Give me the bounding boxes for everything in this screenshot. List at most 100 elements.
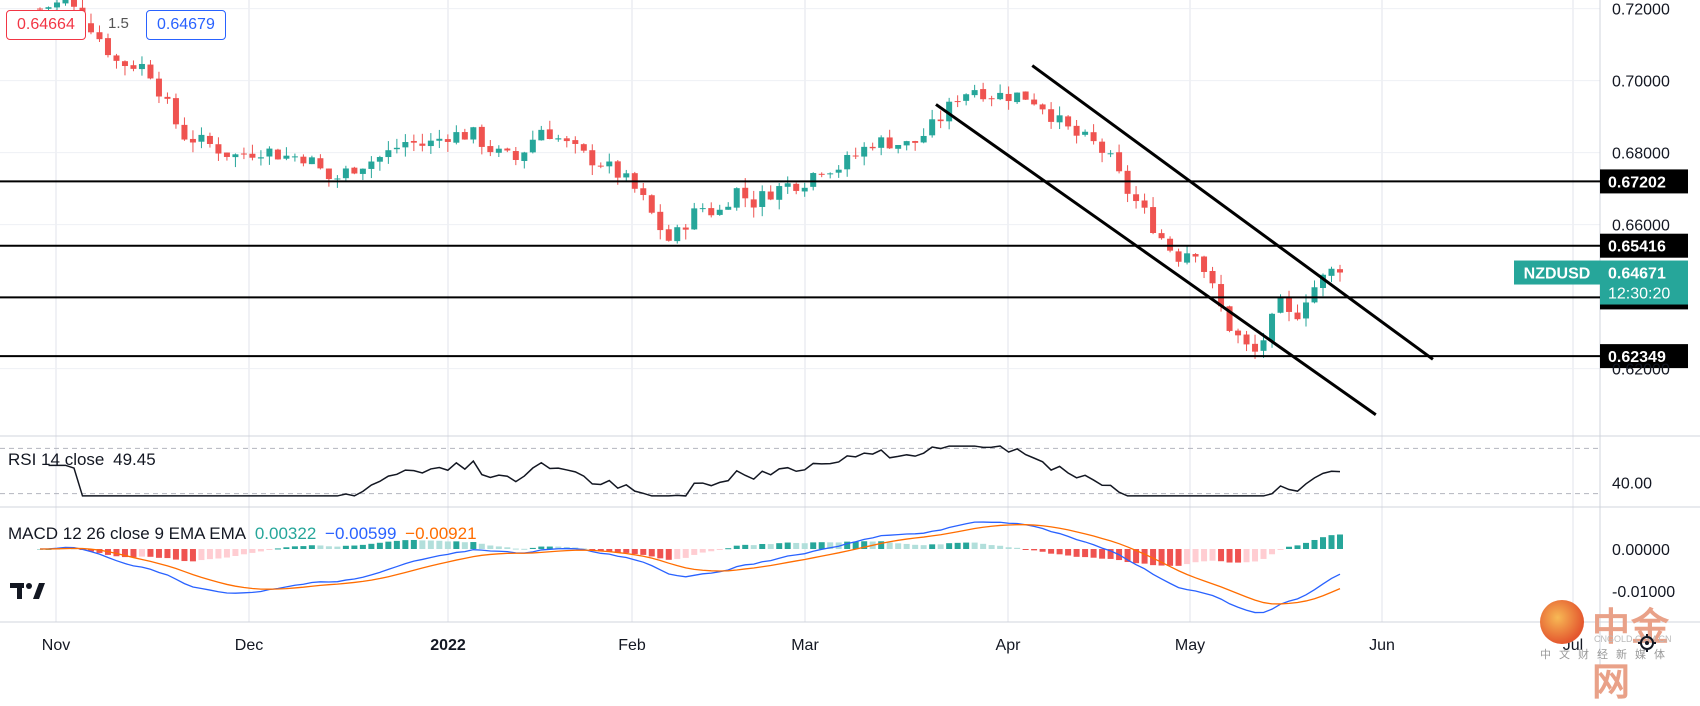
rsi-legend[interactable]: RSI 14 close 49.45 (8, 450, 160, 470)
candle-body (733, 188, 740, 208)
level-label-0: 0.67202 (1608, 174, 1666, 191)
macd-histogram-bar (512, 548, 519, 550)
candle-body (1252, 343, 1259, 352)
candle-body (232, 154, 239, 158)
candle-body (317, 158, 324, 169)
macd-histogram-bar (597, 549, 604, 552)
candle-body (929, 119, 936, 136)
macd-histogram-bar (121, 549, 128, 558)
candle-body (793, 183, 800, 191)
candle-body (155, 78, 162, 97)
macd-histogram-bar (1124, 549, 1131, 563)
candle-body (861, 146, 868, 157)
candle-body (402, 142, 409, 148)
candle-body (988, 98, 995, 100)
macd-histogram-bar (980, 543, 987, 549)
candle-body (87, 23, 94, 33)
candle-body (835, 169, 842, 173)
candle-body (291, 156, 298, 158)
candle-body (206, 135, 213, 144)
watermark-emblem-icon (1540, 600, 1584, 644)
macd-histogram-bar (1099, 549, 1106, 559)
macd-histogram-bar (113, 549, 120, 557)
macd-histogram-bar (827, 542, 834, 549)
candle-body (997, 92, 1004, 100)
candle-body (274, 149, 281, 160)
watermark-url: CNGOLD.COM.CN (1594, 634, 1672, 644)
candle-body (1022, 91, 1029, 100)
macd-pane (37, 521, 1343, 614)
ask-price-box[interactable]: 0.64679 (146, 10, 226, 40)
candle-body (359, 168, 366, 174)
candle-body (1014, 92, 1021, 103)
channel-line-0 (1031, 64, 1434, 361)
candlestick-series (37, 0, 1343, 359)
macd-histogram-bar (920, 545, 927, 549)
candle-body (1150, 207, 1157, 233)
rsi-title: RSI 14 close (8, 450, 105, 469)
macd-histogram-bar (682, 549, 689, 558)
candle-body (444, 139, 451, 142)
macd-histogram-bar (538, 546, 545, 549)
macd-histogram-bar (988, 545, 995, 549)
macd-histogram-bar (929, 544, 936, 549)
macd-histogram-bar (912, 544, 919, 549)
macd-histogram-bar (300, 546, 307, 549)
candle-body (1141, 200, 1148, 208)
candle-body (1056, 115, 1063, 123)
candle-body (130, 65, 137, 69)
macd-histogram-bar (750, 545, 757, 549)
macd-histogram-bar (504, 547, 511, 549)
macd-histogram-bar (351, 545, 358, 549)
macd-histogram-bar (37, 549, 43, 550)
candle-body (393, 147, 400, 150)
macd-histogram-bar (334, 546, 341, 549)
macd-histogram-bar (453, 541, 460, 549)
candle-body (691, 208, 698, 230)
macd-histogram-bar (742, 544, 749, 549)
candle-body (181, 124, 188, 140)
macd-histogram-bar (589, 549, 596, 551)
macd-histogram-bar (325, 546, 332, 549)
bid-price-box[interactable]: 0.64664 (6, 10, 86, 40)
candle-body (266, 148, 273, 157)
macd-histogram-bar (155, 549, 162, 558)
macd-histogram-bar (1286, 546, 1293, 549)
candle-body (580, 144, 587, 151)
candle-body (852, 155, 859, 157)
macd-histogram-bar (1320, 537, 1327, 549)
macd-histogram-bar (1048, 549, 1055, 554)
macd-histogram-bar (1269, 549, 1276, 555)
macd-histogram-bar (206, 549, 213, 560)
candle-body (555, 138, 562, 140)
macd-line (39, 521, 1341, 614)
gear-icon[interactable] (1637, 633, 1657, 653)
macd-histogram-bar (903, 543, 910, 549)
macd-histogram-bar (1073, 549, 1080, 557)
candle-body (572, 140, 579, 144)
candle-body (912, 141, 919, 143)
watermark-subtitle: 中文财经新媒体 (1540, 649, 1673, 661)
candle-body (750, 199, 757, 208)
macd-histogram-bar (708, 549, 715, 552)
candle-body (1065, 116, 1072, 127)
tradingview-logo-icon[interactable] (8, 576, 48, 604)
last-price-label: 0.64671 (1608, 266, 1666, 283)
candle-body (512, 151, 519, 160)
rsi-value: 49.45 (113, 450, 156, 469)
symbol-tag: NZDUSD (1524, 266, 1591, 283)
candle-body (1303, 302, 1310, 319)
candle-body (742, 187, 749, 199)
macd-histogram-bar (997, 545, 1004, 549)
macd-histogram-bar (172, 549, 179, 560)
macd-histogram-bar (1133, 549, 1140, 564)
candle-body (682, 227, 689, 230)
candle-body (37, 8, 43, 10)
macd-legend[interactable]: MACD 12 26 close 9 EMA EMA 0.00322 −0.00… (8, 524, 481, 544)
time-tick-label-4: Mar (791, 637, 819, 654)
candle-body (1277, 296, 1284, 313)
candle-body (648, 195, 655, 213)
macd-histogram-bar (844, 541, 851, 549)
macd-histogram-bar (1005, 547, 1012, 549)
